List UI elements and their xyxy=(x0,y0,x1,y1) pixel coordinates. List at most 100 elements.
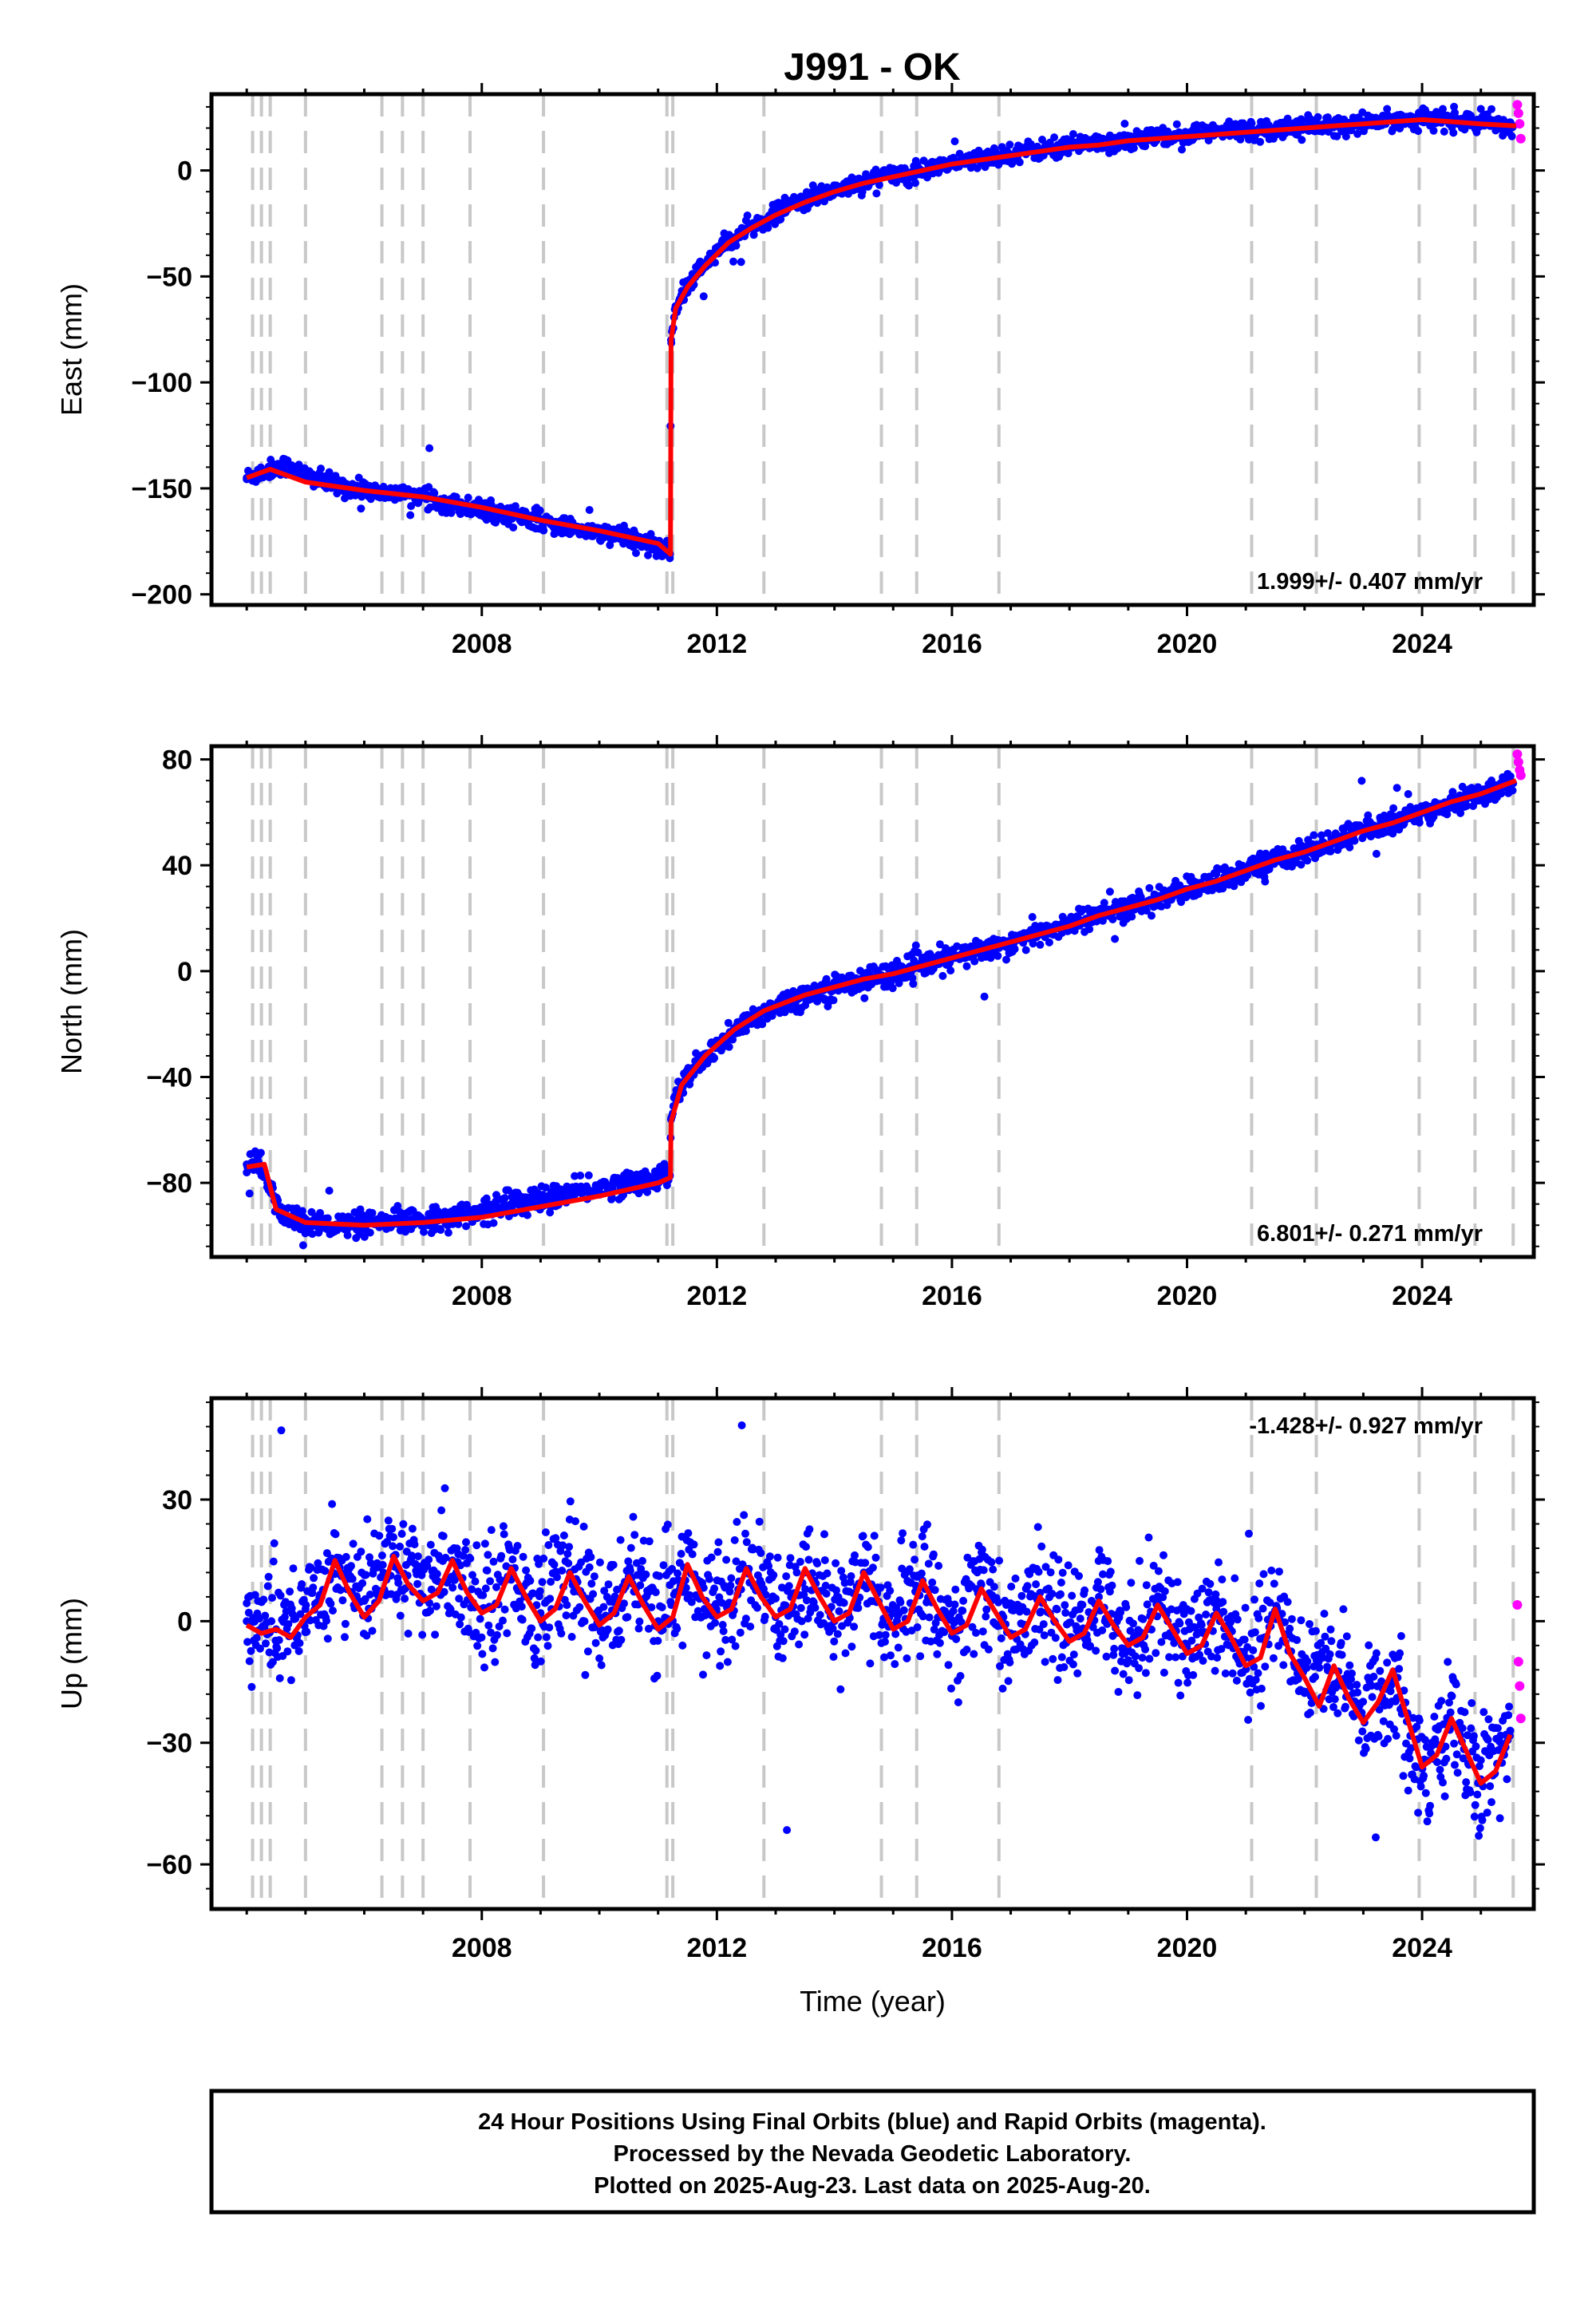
final-orbit-point xyxy=(677,1550,685,1558)
final-orbit-point xyxy=(1364,811,1373,820)
final-orbit-point xyxy=(724,1018,733,1027)
model-line xyxy=(246,117,1517,557)
final-orbit-point xyxy=(1372,849,1381,858)
final-orbit-point xyxy=(741,1529,749,1538)
final-orbit-point xyxy=(1129,144,1138,152)
final-orbit-point xyxy=(433,1207,442,1215)
x-tick-label: 2024 xyxy=(1392,629,1452,659)
final-orbit-point xyxy=(614,1626,623,1635)
final-orbit-point xyxy=(731,1642,740,1650)
plot-frame xyxy=(209,744,1536,1259)
final-orbit-point xyxy=(294,1646,303,1655)
final-orbit-point xyxy=(617,1635,626,1644)
final-orbit-point xyxy=(425,1555,433,1564)
x-tick-label: 2012 xyxy=(687,1281,748,1311)
final-orbit-point xyxy=(535,506,544,515)
final-orbit-point xyxy=(486,1577,495,1586)
final-orbit-point xyxy=(590,1572,598,1581)
final-orbit-point xyxy=(725,1587,734,1596)
final-orbit-point xyxy=(268,1658,277,1666)
plot-area xyxy=(243,100,1526,563)
final-orbit-point xyxy=(1261,877,1270,886)
final-orbit-point xyxy=(575,1603,584,1611)
final-orbit-point xyxy=(342,1552,350,1561)
final-orbit-point xyxy=(591,1638,600,1647)
final-orbit-point xyxy=(535,1559,543,1568)
final-orbit-point xyxy=(823,1569,832,1578)
final-orbit-point xyxy=(566,1189,575,1198)
final-orbit-point xyxy=(455,1595,464,1603)
final-orbit-point xyxy=(348,1575,357,1583)
final-orbit-point xyxy=(804,1555,813,1564)
final-orbit-point xyxy=(361,1571,370,1579)
final-orbit-point xyxy=(779,1637,788,1646)
final-orbit-point xyxy=(896,1598,905,1607)
final-orbit-point xyxy=(408,1551,416,1560)
final-orbit-point xyxy=(585,1563,594,1571)
final-orbit-point xyxy=(1128,912,1136,921)
final-orbit-point xyxy=(1353,129,1362,138)
final-orbit-point xyxy=(813,1559,822,1568)
final-orbit-point xyxy=(742,1538,751,1547)
final-orbit-point xyxy=(410,1540,419,1549)
final-orbit-point xyxy=(829,1653,838,1662)
final-orbit-point xyxy=(546,1595,555,1603)
final-orbit-point xyxy=(440,1484,449,1492)
final-orbit-point xyxy=(1064,149,1073,158)
final-orbit-point xyxy=(833,1630,842,1638)
final-orbit-point xyxy=(1415,818,1424,827)
final-orbit-point xyxy=(1449,128,1458,137)
final-orbit-point xyxy=(595,1654,604,1662)
final-orbit-point xyxy=(737,258,745,267)
final-orbit-point xyxy=(828,1624,837,1633)
final-orbit-point xyxy=(846,1578,855,1587)
final-orbit-point xyxy=(1236,135,1245,144)
final-orbit-point xyxy=(454,1220,463,1228)
final-orbit-point xyxy=(804,1614,812,1622)
final-orbit-point xyxy=(637,1565,646,1573)
final-orbit-point xyxy=(783,1826,792,1835)
final-orbit-point xyxy=(1326,847,1335,856)
y-tick-label: 80 xyxy=(162,745,192,776)
final-orbit-point xyxy=(663,1520,672,1529)
final-orbit-point xyxy=(871,1553,880,1562)
final-orbit-point xyxy=(426,1607,434,1615)
final-orbit-point xyxy=(487,1628,495,1637)
y-tick-label: 0 xyxy=(177,957,192,987)
final-orbit-point xyxy=(718,1621,727,1629)
final-orbit-point xyxy=(729,257,737,266)
final-orbit-point xyxy=(888,984,897,993)
final-orbit-point xyxy=(1508,786,1517,795)
final-orbit-point xyxy=(808,181,817,190)
y-axis-label: North (mm) xyxy=(55,929,88,1074)
x-tick-label: 2024 xyxy=(1392,1281,1452,1311)
final-orbit-point xyxy=(559,1541,567,1550)
final-orbit-point xyxy=(782,1572,791,1581)
final-orbit-point xyxy=(881,1630,890,1639)
final-orbit-point xyxy=(437,1226,445,1235)
plot-area xyxy=(243,1421,1526,1842)
final-orbit-point xyxy=(1298,136,1306,144)
final-orbit-point xyxy=(484,1621,493,1630)
final-orbit-point xyxy=(462,1538,470,1547)
final-orbit-cloud xyxy=(243,1421,1514,1842)
final-orbit-point xyxy=(710,1584,719,1593)
final-orbit-point xyxy=(911,941,920,950)
final-orbit-point xyxy=(341,1633,349,1642)
final-orbit-point xyxy=(757,1549,765,1557)
final-orbit-point xyxy=(597,1661,606,1670)
final-orbit-point xyxy=(310,1574,318,1583)
final-orbit-point xyxy=(261,1611,270,1620)
final-orbit-point xyxy=(728,1635,737,1644)
final-orbit-point xyxy=(822,1589,831,1598)
final-orbit-point xyxy=(462,1222,470,1231)
final-orbit-point xyxy=(559,1531,568,1539)
final-orbit-point xyxy=(647,1603,656,1611)
final-orbit-point xyxy=(837,1567,846,1575)
final-orbit-cloud xyxy=(243,102,1517,563)
final-orbit-point xyxy=(630,1531,639,1539)
final-orbit-point xyxy=(1439,105,1447,113)
final-orbit-point xyxy=(444,1228,452,1237)
final-orbit-point xyxy=(563,1550,572,1558)
